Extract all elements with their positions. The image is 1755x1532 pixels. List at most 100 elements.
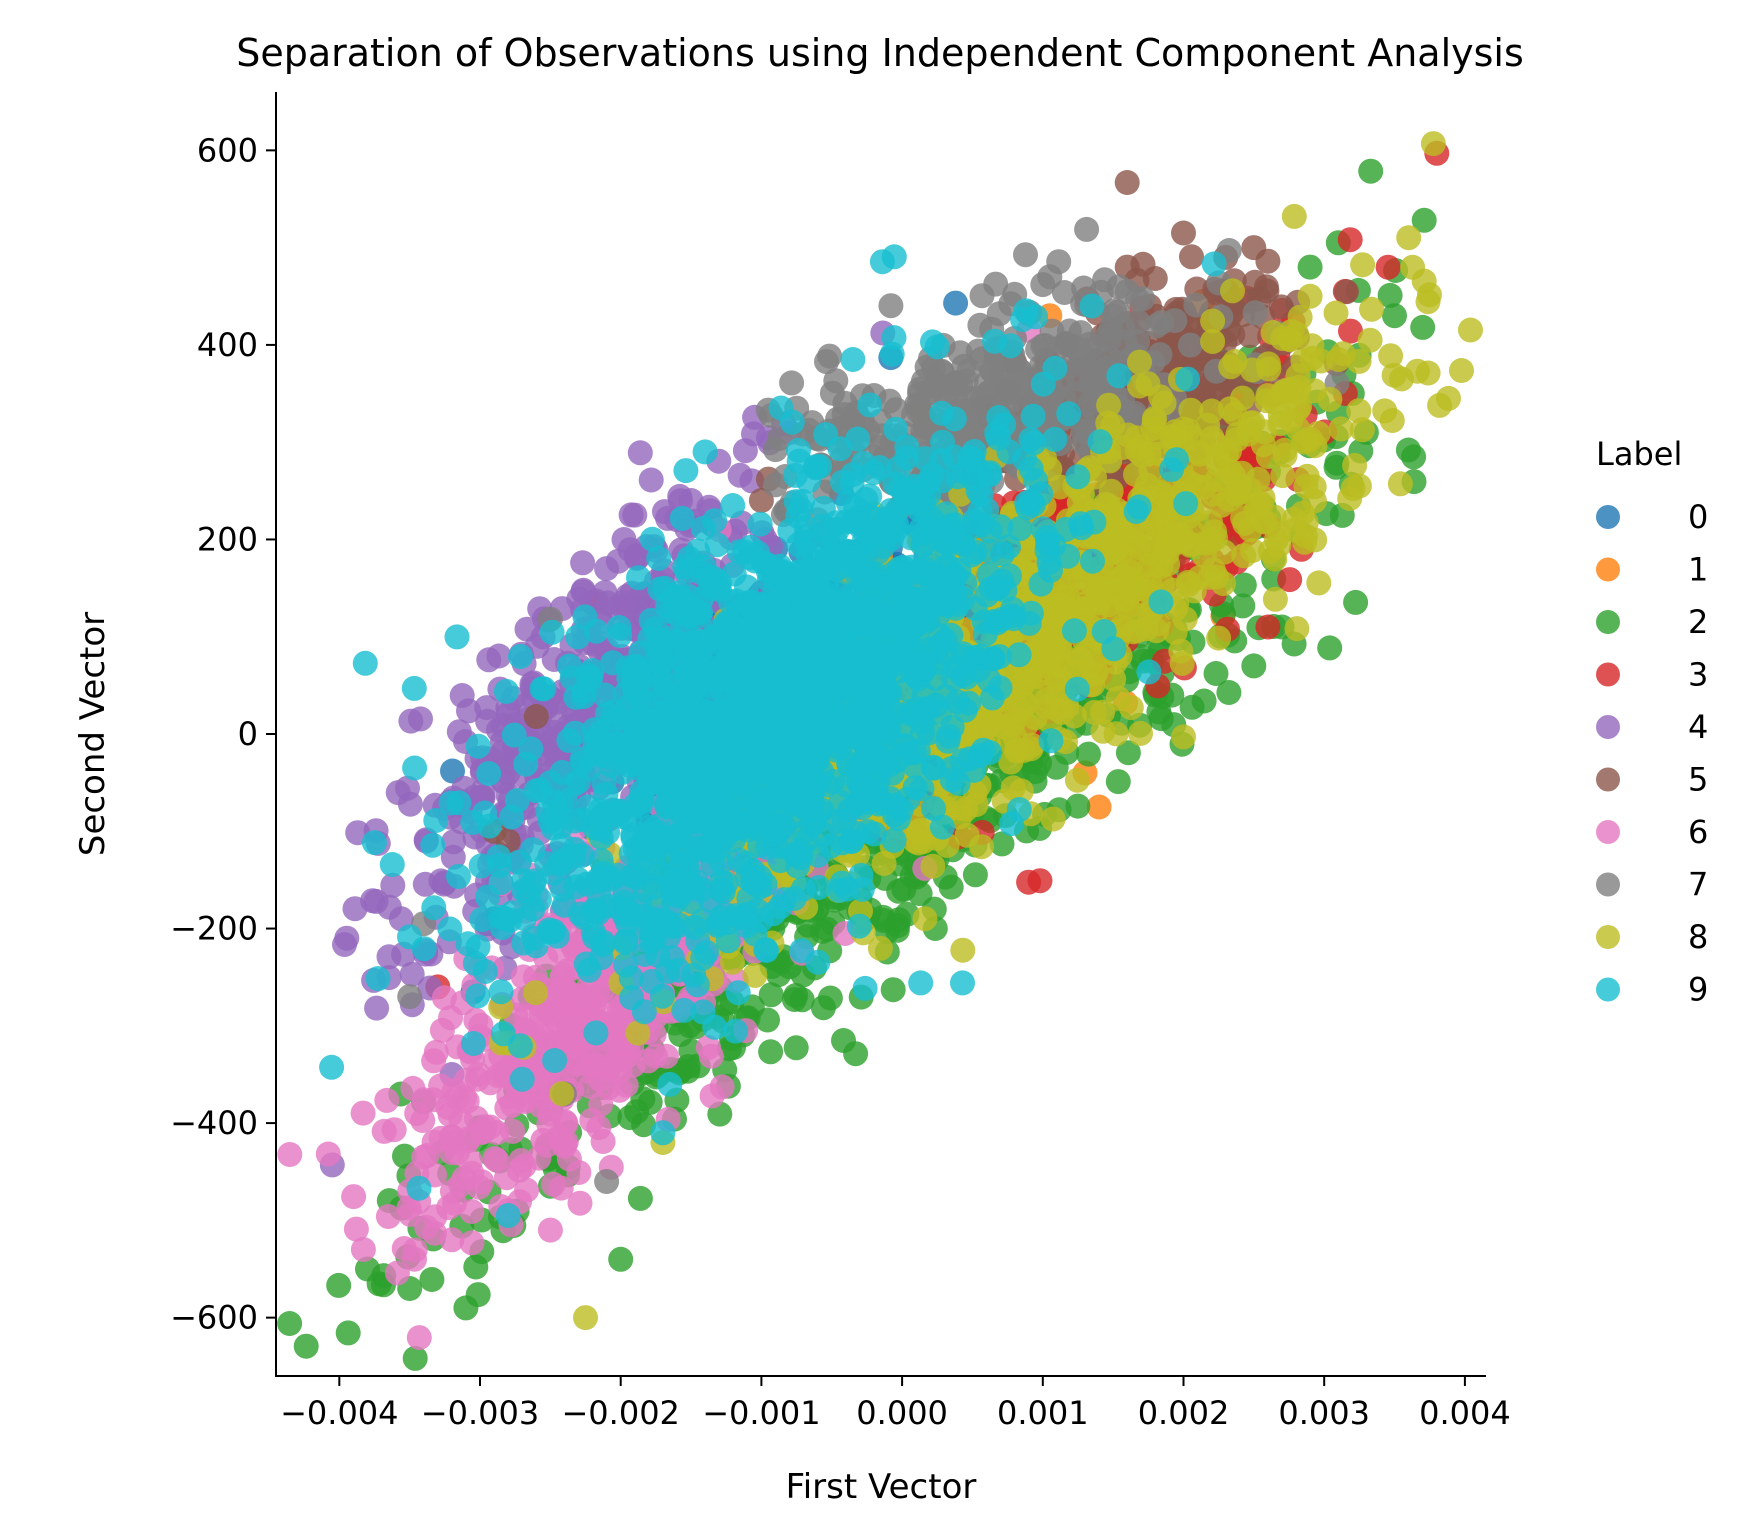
data-point — [789, 987, 815, 1013]
data-point — [1056, 318, 1082, 344]
data-point — [1032, 634, 1058, 660]
data-point — [639, 526, 665, 552]
data-point — [1200, 308, 1226, 334]
data-point — [1317, 386, 1343, 412]
data-point — [723, 1018, 749, 1044]
data-point — [1145, 611, 1171, 637]
data-point — [988, 514, 1014, 540]
data-point — [1241, 653, 1267, 679]
data-point — [1162, 308, 1188, 334]
data-point — [463, 1254, 489, 1280]
data-point — [763, 472, 788, 498]
data-point — [1377, 282, 1403, 308]
data-point — [891, 876, 917, 902]
data-point — [638, 467, 664, 493]
data-point — [1034, 687, 1060, 712]
data-point — [921, 796, 947, 822]
data-point — [1042, 426, 1068, 452]
data-point — [494, 1095, 520, 1121]
data-point — [867, 935, 893, 961]
data-point — [523, 980, 549, 1006]
data-point — [1255, 614, 1281, 640]
data-point — [1203, 661, 1229, 686]
data-point — [459, 1230, 485, 1256]
data-point — [1114, 170, 1140, 195]
data-point — [566, 1160, 592, 1185]
data-point — [1270, 463, 1296, 489]
data-point — [397, 791, 423, 817]
data-point — [1114, 254, 1140, 280]
data-point — [592, 580, 618, 605]
data-point — [1334, 279, 1359, 305]
data-point — [1242, 300, 1268, 326]
data-point — [1281, 203, 1307, 229]
data-point — [406, 1325, 432, 1351]
data-point — [1114, 278, 1140, 304]
data-point — [1231, 572, 1257, 598]
data-point — [1381, 362, 1407, 388]
data-point — [343, 1216, 369, 1242]
data-point — [1299, 345, 1325, 371]
data-point — [1013, 242, 1038, 268]
data-point — [439, 1139, 464, 1165]
data-point — [446, 719, 472, 745]
data-point — [622, 502, 648, 528]
data-point — [1346, 473, 1372, 499]
data-point — [1305, 420, 1331, 446]
data-point — [1105, 685, 1131, 711]
data-point — [431, 985, 457, 1011]
data-point — [880, 977, 906, 1003]
data-point — [1382, 303, 1407, 329]
data-point — [978, 357, 1004, 383]
data-point — [1170, 416, 1196, 442]
data-point — [725, 980, 751, 1006]
data-point — [1183, 292, 1209, 318]
data-point — [1160, 521, 1186, 547]
data-point — [1417, 282, 1442, 308]
data-point — [878, 293, 904, 319]
data-point — [1378, 343, 1404, 369]
data-point — [381, 1117, 407, 1143]
data-point — [577, 1052, 603, 1078]
data-point — [920, 853, 946, 879]
data-point — [1245, 466, 1271, 492]
data-point — [870, 904, 896, 930]
data-point — [783, 1035, 809, 1061]
data-point — [1064, 381, 1090, 407]
data-point — [1138, 457, 1164, 483]
data-point — [1343, 589, 1369, 615]
data-point — [350, 1237, 376, 1262]
data-point — [709, 1074, 735, 1100]
data-point — [412, 871, 438, 897]
data-point — [1019, 732, 1045, 758]
data-point — [630, 1086, 656, 1112]
data-point — [573, 1305, 598, 1331]
data-point — [930, 429, 955, 455]
data-point — [1083, 575, 1109, 601]
data-point — [1051, 280, 1077, 305]
data-point — [530, 1127, 556, 1153]
data-point — [419, 1267, 445, 1292]
data-point — [399, 961, 425, 987]
data-point — [1375, 254, 1401, 280]
data-point — [1150, 481, 1176, 507]
data-point — [590, 1129, 616, 1154]
data-point — [1191, 688, 1217, 714]
data-point — [1449, 358, 1474, 383]
data-point — [374, 1087, 400, 1113]
data-point — [779, 370, 805, 396]
data-point — [535, 1014, 561, 1040]
data-point — [1411, 207, 1437, 233]
data-point — [1096, 327, 1122, 353]
data-point — [380, 872, 406, 898]
data-point — [1224, 481, 1250, 507]
data-point — [376, 894, 402, 920]
data-point — [601, 1031, 627, 1057]
data-point — [1199, 398, 1225, 424]
data-point — [625, 1020, 651, 1046]
data-point — [1337, 227, 1363, 253]
data-point — [627, 440, 653, 466]
data-point — [485, 1063, 511, 1089]
data-point — [883, 397, 909, 423]
data-point — [1338, 318, 1363, 344]
